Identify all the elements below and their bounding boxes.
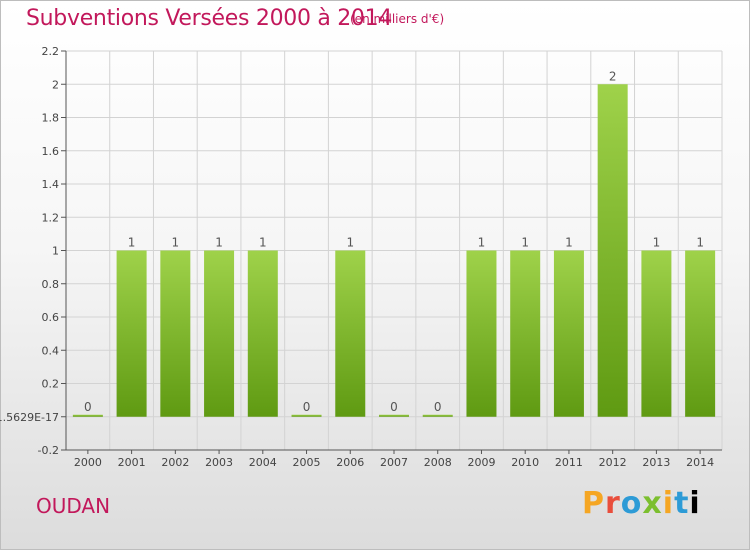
bar <box>553 250 584 417</box>
x-tick-labels: 2000 2001 2002 2003 2004 2005 2006 2007 2008 2009… <box>74 456 714 469</box>
bar <box>466 250 497 417</box>
data-label: 1 <box>346 236 354 250</box>
x-tick-label: 2001 <box>118 456 146 469</box>
y-tick-label: 0.4 <box>42 344 60 357</box>
data-label: 0 <box>303 400 311 414</box>
chart-title: Subventions Versées 2000 à 2014 <box>26 6 393 31</box>
data-label: 1 <box>128 236 136 250</box>
y-tick-label: 1.8 <box>42 112 60 125</box>
x-tick-label: 2002 <box>161 456 189 469</box>
bar <box>291 414 322 417</box>
y-tick-label: 2 <box>52 78 59 91</box>
x-tick-label: 2007 <box>380 456 408 469</box>
y-tick-label: 2.2 <box>42 45 60 58</box>
location-name: OUDAN <box>36 494 111 518</box>
y-tick-label: 0.6 <box>42 311 60 324</box>
data-label: 0 <box>84 400 92 414</box>
x-tick-label: 2008 <box>424 456 452 469</box>
bar <box>379 414 409 417</box>
data-label: 1 <box>565 236 573 250</box>
data-label: 0 <box>390 400 398 414</box>
bar <box>116 250 147 417</box>
chart-unit: (en milliers d'€) <box>350 12 445 26</box>
data-label: 1 <box>172 236 180 250</box>
y-tick-label: 0.8 <box>42 278 60 291</box>
data-label: 2 <box>609 69 617 83</box>
y-tick-label: -0.2 <box>38 444 59 457</box>
data-label: 1 <box>653 236 661 250</box>
data-label: 1 <box>696 236 704 250</box>
data-label: 1 <box>521 236 529 250</box>
bar <box>641 250 672 417</box>
bar <box>685 250 716 417</box>
axes <box>61 50 722 454</box>
x-tick-label: 2009 <box>467 456 495 469</box>
bar <box>597 84 628 417</box>
y-tick-label: 1 <box>52 245 59 258</box>
bar <box>204 250 235 417</box>
x-tick-label: 2005 <box>293 456 321 469</box>
proxiti-logo: Proxiti <box>582 486 701 521</box>
bars <box>72 84 716 417</box>
bar <box>72 414 103 417</box>
data-label: 1 <box>259 236 267 250</box>
data-label: 0 <box>434 400 442 414</box>
x-tick-label: 2003 <box>205 456 233 469</box>
data-label: 1 <box>478 236 486 250</box>
bar <box>247 250 278 417</box>
x-tick-label: 2012 <box>599 456 627 469</box>
data-labels: 0 1 1 1 1 0 1 0 0 1 1 1 2 1 1 <box>84 69 704 414</box>
bar <box>510 250 541 417</box>
y-tick-label: 0.2 <box>42 378 60 391</box>
x-tick-label: 2000 <box>74 456 102 469</box>
data-label: 1 <box>215 236 223 250</box>
x-tick-label: 2013 <box>642 456 670 469</box>
bar <box>335 250 366 417</box>
y-tick-labels: -0.2 1.5629E-17 0.2 0.4 0.6 0.8 1 1.2 1.4 1.6 1.8 2… <box>0 45 59 457</box>
y-tick-label: 1.2 <box>42 211 60 224</box>
y-tick-label: 1.4 <box>42 178 60 191</box>
x-tick-label: 2014 <box>686 456 714 469</box>
x-tick-label: 2010 <box>511 456 539 469</box>
x-tick-label: 2006 <box>336 456 364 469</box>
y-tick-label: 1.5629E-17 <box>0 411 59 424</box>
x-tick-label: 2011 <box>555 456 583 469</box>
x-tick-label: 2004 <box>249 456 277 469</box>
bar <box>160 250 191 417</box>
bar <box>422 414 453 417</box>
y-tick-label: 1.6 <box>42 145 60 158</box>
